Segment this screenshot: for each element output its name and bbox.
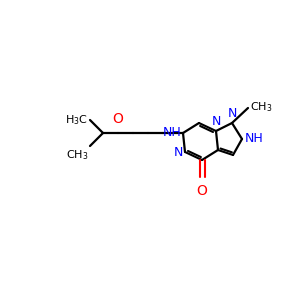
Text: CH$_3$: CH$_3$ [250,100,272,114]
Text: H$_3$C: H$_3$C [65,113,88,127]
Text: O: O [196,184,207,198]
Text: CH$_3$: CH$_3$ [65,148,88,162]
Text: NH: NH [245,133,264,146]
Text: N: N [211,115,221,128]
Text: O: O [112,112,123,126]
Text: NH: NH [163,127,182,140]
Text: N: N [174,146,183,158]
Text: N: N [227,107,237,120]
